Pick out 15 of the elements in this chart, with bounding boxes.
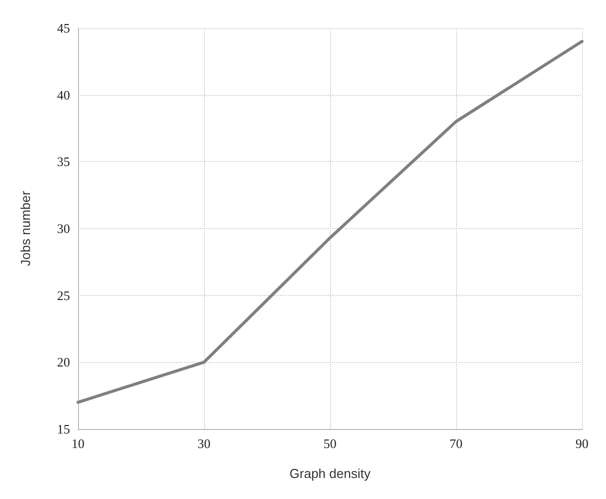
x-tick-label: 30 bbox=[198, 436, 210, 451]
y-tick-label: 25 bbox=[57, 288, 70, 303]
x-tick-label: 10 bbox=[72, 436, 84, 451]
y-tick-label: 30 bbox=[57, 221, 70, 236]
y-axis-title: Jobs number bbox=[18, 190, 33, 266]
y-tick-label: 20 bbox=[57, 354, 70, 370]
x-axis-title: Graph density bbox=[290, 466, 371, 481]
y-tick-label: 15 bbox=[57, 422, 70, 436]
y-tick-label: 45 bbox=[57, 20, 70, 36]
x-tick-label: 70 bbox=[450, 436, 462, 451]
x-tick-label: 90 bbox=[576, 436, 588, 451]
x-tick-label: 50 bbox=[324, 436, 336, 451]
y-tick-label: 40 bbox=[57, 87, 70, 102]
line-series bbox=[76, 40, 584, 404]
y-tick-label: 35 bbox=[57, 154, 70, 170]
